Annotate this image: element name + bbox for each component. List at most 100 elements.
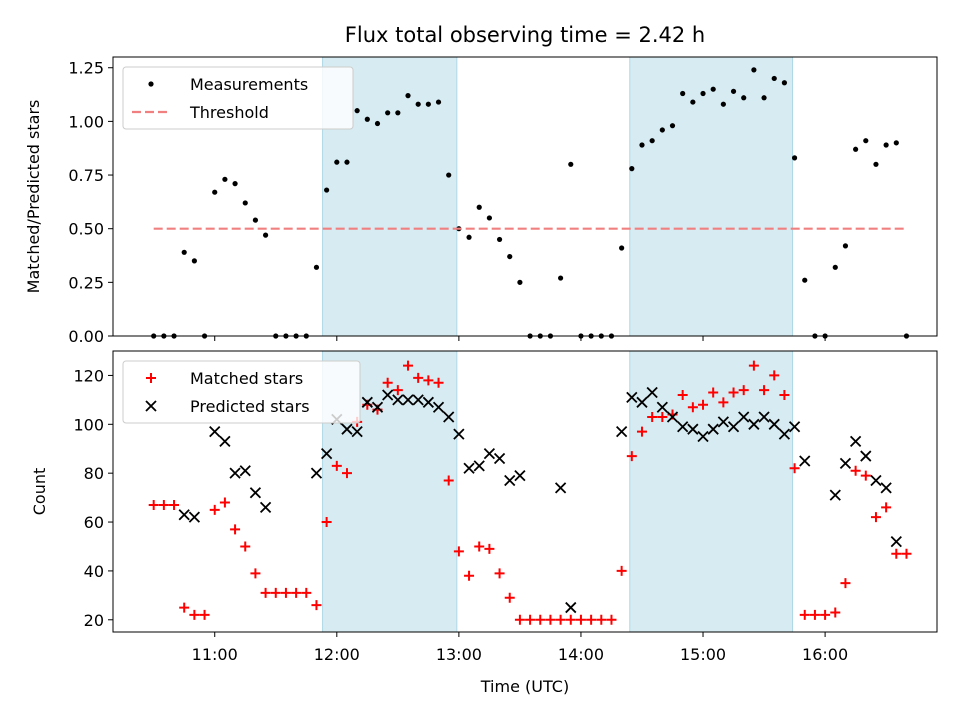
legend-plus-marker [146, 373, 156, 383]
matched-star-point [494, 568, 505, 579]
measurement-point [252, 217, 259, 223]
matched-star-point [291, 587, 302, 598]
measurement-point [181, 249, 187, 255]
predicted-star-point [392, 394, 404, 406]
matched-star-point [403, 360, 414, 371]
predicted-star-point [768, 418, 780, 430]
matched-star-point [230, 524, 241, 535]
predicted-star-point [636, 396, 648, 408]
measurement-point [639, 142, 645, 148]
predicted-star-point [463, 462, 475, 474]
matched-star-point [728, 387, 739, 398]
matched-star-point [860, 470, 871, 481]
matched-star-point [341, 468, 352, 479]
matched-star-point [484, 543, 495, 554]
predicted-star-point [422, 396, 434, 408]
matched-star-point [413, 372, 424, 383]
measurement-point [761, 95, 767, 101]
predicted-star-point [677, 421, 689, 433]
measurement-point [690, 99, 696, 105]
matched-star-point [331, 460, 342, 471]
measurement-point [751, 67, 757, 73]
predicted-star-point [880, 482, 892, 494]
matched-star-point [321, 517, 332, 528]
measurement-point [853, 146, 859, 152]
predicted-star-point [697, 430, 709, 443]
measurement-point [781, 80, 788, 86]
predicted-star-point [646, 386, 658, 399]
y-tick-label: 40 [84, 562, 104, 581]
measurement-point [873, 161, 879, 167]
predicted-star-point [310, 467, 323, 479]
measurement-point [883, 142, 889, 148]
matched-star-point [759, 385, 770, 396]
matched-star-point [545, 614, 556, 625]
measurement-point [791, 155, 798, 161]
axes-frame [112, 350, 938, 633]
matched-star-point [250, 568, 261, 579]
measurement-point [405, 93, 411, 99]
y-axis-label: Matched/Predicted stars [24, 100, 43, 294]
predicted-star-point [320, 447, 333, 460]
predicted-star-point [748, 418, 760, 430]
matched-star-point [891, 548, 902, 559]
measurement-point [863, 138, 869, 144]
predicted-star-point [554, 482, 567, 494]
predicted-star-point [870, 474, 882, 487]
predicted-star-point [239, 465, 251, 477]
matched-star-point [616, 565, 627, 576]
matched-star-point [677, 389, 688, 400]
predicted-star-point [432, 401, 445, 413]
predicted-star-point [443, 411, 455, 423]
axes-frame [112, 56, 938, 337]
measurement-point [242, 200, 248, 206]
predicted-star-point [788, 421, 801, 433]
matched-star-point [718, 397, 729, 408]
matched-star-point [423, 375, 434, 386]
matched-star-point [148, 499, 159, 510]
measurement-point [262, 232, 269, 238]
matched-star-point [870, 512, 881, 523]
predicted-star-point [361, 396, 373, 408]
matched-star-point [240, 541, 251, 552]
y-tick-label: 1.00 [68, 112, 104, 131]
matched-star-point [647, 411, 658, 422]
matched-star-point [433, 377, 444, 388]
predicted-star-point [656, 401, 668, 413]
predicted-star-point [514, 469, 526, 482]
predicted-star-point [371, 401, 384, 413]
shaded-span [629, 56, 794, 337]
predicted-star-point [849, 435, 862, 448]
x-tick-label: 11:00 [192, 645, 238, 664]
predicted-star-point [829, 489, 841, 501]
matched-star-point [698, 399, 709, 410]
legend-dot-marker [148, 81, 154, 87]
matched-star-point [586, 614, 597, 625]
measurement-point [476, 204, 482, 210]
measurement-point [395, 110, 401, 116]
matched-star-point [799, 609, 810, 620]
chart-title: Flux total observing time = 2.42 h [345, 23, 705, 47]
x-axis-label: Time (UTC) [480, 677, 569, 696]
predicted-star-point [178, 509, 190, 521]
matched-star-point [301, 587, 312, 598]
legend-box [122, 66, 354, 130]
measurement-point [629, 166, 635, 172]
predicted-star-point [341, 423, 353, 435]
predicted-star-point [493, 452, 506, 465]
measurement-point [466, 234, 472, 240]
x-tick-label: 13:00 [436, 645, 482, 664]
y-tick-label: 0.25 [68, 273, 104, 292]
y-tick-label: 80 [84, 464, 104, 483]
predicted-star-point [616, 425, 628, 438]
measurement-point [700, 90, 706, 97]
matched-star-point [270, 587, 281, 598]
matched-star-point [769, 370, 780, 381]
matched-star-point [443, 475, 454, 486]
measurement-point [893, 140, 899, 146]
predicted-star-point [473, 460, 485, 472]
measurement-point [741, 95, 747, 101]
matched-star-point [392, 385, 403, 396]
legend-entry-label: Measurements [190, 75, 308, 94]
